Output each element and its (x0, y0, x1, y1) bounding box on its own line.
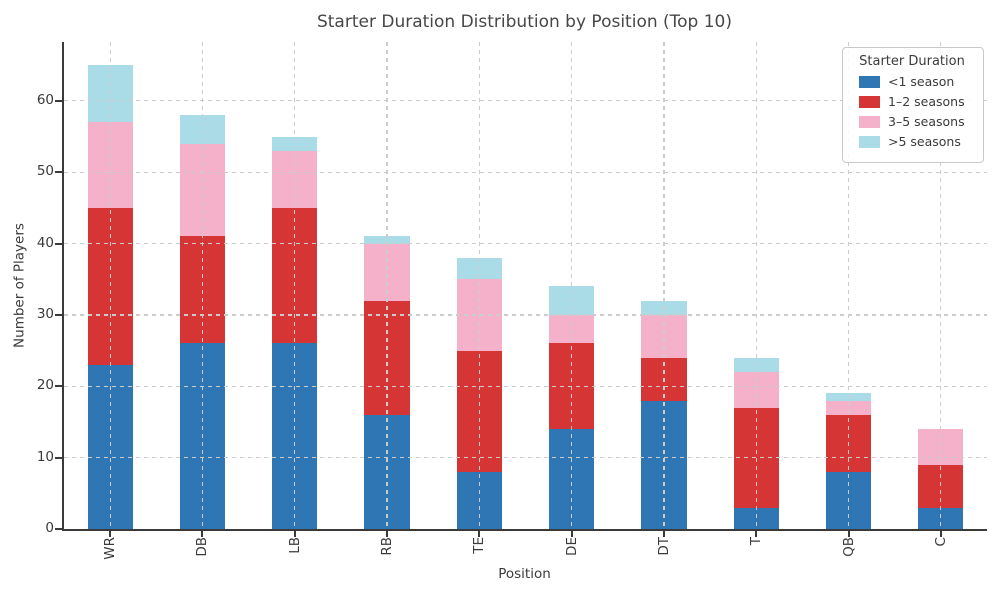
y-tick-20 (55, 385, 62, 388)
x-tick-label-lb: LB (284, 537, 306, 554)
gridline-x-dt (663, 42, 665, 529)
x-tick-t (755, 531, 758, 537)
y-tick-50 (55, 171, 62, 174)
x-tick-text-t: T (748, 537, 765, 546)
x-tick-c (939, 531, 942, 537)
y-tick-label-40: 40 (36, 234, 54, 251)
gridline-x-lb (294, 42, 296, 529)
legend-swatch-icon (859, 135, 880, 148)
plot-area (62, 42, 987, 531)
x-tick-text-c: C (932, 537, 949, 547)
y-tick-10 (55, 456, 62, 459)
y-tick-label-60: 60 (36, 91, 54, 108)
y-tick-0 (55, 528, 62, 530)
legend-row: <1 season (859, 74, 971, 89)
x-tick-text-te: TE (471, 537, 488, 554)
x-tick-text-dt: DT (655, 537, 672, 556)
gridline-y-30 (64, 314, 987, 316)
x-tick-label-db: DB (191, 537, 213, 557)
x-tick-label-dt: DT (653, 537, 675, 556)
legend-label: 3–5 seasons (888, 114, 965, 129)
x-tick-label-de: DE (561, 537, 583, 556)
legend-label: >5 seasons (888, 134, 961, 149)
gridline-y-20 (64, 385, 987, 387)
x-tick-te (478, 531, 481, 537)
x-tick-wr (109, 531, 112, 537)
gridline-x-de (571, 42, 573, 529)
x-tick-label-rb: RB (376, 537, 398, 556)
legend-row: 1–2 seasons (859, 94, 971, 109)
legend-swatch-icon (859, 115, 880, 128)
legend-entries: <1 season 1–2 seasons 3–5 seasons >5 season… (853, 74, 971, 149)
gridline-x-rb (386, 42, 388, 529)
x-tick-db (201, 531, 204, 537)
x-tick-lb (293, 531, 296, 537)
y-tick-label-10: 10 (36, 448, 54, 465)
x-tick-label-c: C (930, 537, 952, 546)
x-tick-label-qb: QB (838, 537, 860, 557)
y-tick-label-30: 30 (36, 305, 54, 322)
x-tick-label-t: T (745, 537, 767, 545)
gridline-x-db (201, 42, 204, 529)
x-tick-text-qb: QB (840, 537, 857, 557)
gridline-x-c (940, 42, 942, 529)
y-tick-30 (55, 313, 62, 316)
legend-swatch-icon (859, 75, 880, 88)
gridline-y-50 (64, 171, 987, 173)
x-tick-text-db: DB (194, 537, 211, 557)
gridline-x-t (755, 42, 757, 529)
x-tick-dt (662, 531, 665, 537)
y-tick-label-50: 50 (36, 163, 54, 180)
gridline-y-40 (64, 242, 987, 245)
gridline-x-wr (109, 42, 111, 529)
legend-swatch-icon (859, 95, 880, 108)
legend: Starter Duration <1 season 1–2 seasons 3–5… (842, 47, 984, 163)
gridline-x-qb (847, 42, 850, 529)
x-tick-text-rb: RB (379, 537, 396, 556)
x-tick-text-wr: WR (102, 537, 119, 560)
legend-label: 1–2 seasons (888, 94, 965, 109)
x-tick-de (570, 531, 573, 537)
x-tick-text-lb: LB (286, 537, 303, 554)
legend-label: <1 season (888, 74, 955, 89)
x-tick-label-te: TE (468, 537, 490, 554)
x-axis-label: Position (498, 566, 551, 582)
y-tick-40 (55, 242, 62, 245)
chart-title: Starter Duration Distribution by Positio… (316, 12, 733, 32)
gridline-y-60 (64, 100, 987, 102)
y-tick-60 (55, 99, 62, 102)
y-tick-label-0: 0 (45, 520, 54, 536)
y-tick-label-20: 20 (36, 377, 54, 394)
x-tick-text-de: DE (563, 537, 580, 556)
x-tick-qb (847, 531, 850, 537)
gridline-x-te (478, 42, 480, 529)
gridline-y-10 (64, 457, 987, 459)
legend-row: 3–5 seasons (859, 114, 971, 129)
y-axis-label: Number of Players (11, 223, 28, 348)
x-tick-label-wr: WR (99, 537, 121, 560)
x-tick-rb (386, 531, 389, 537)
legend-title: Starter Duration (859, 54, 965, 69)
legend-row: >5 seasons (859, 134, 971, 149)
